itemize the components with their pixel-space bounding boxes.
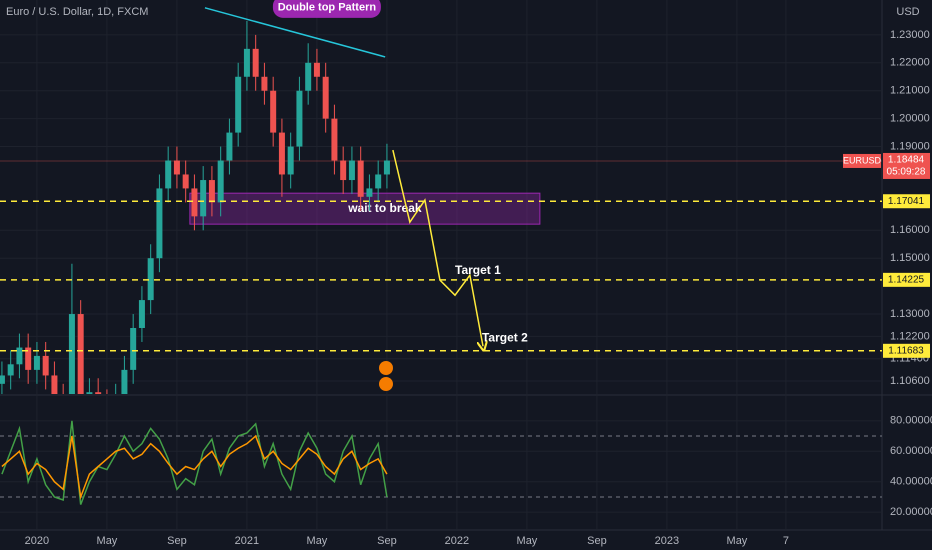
level-label-box xyxy=(883,272,930,287)
y-tick-label: 1.10600 xyxy=(890,375,930,387)
x-tick-label: May xyxy=(307,535,328,547)
x-tick-label: 7 xyxy=(783,535,789,547)
candle-body xyxy=(173,160,180,175)
trendline xyxy=(204,7,386,58)
x-tick-label: Sep xyxy=(167,535,187,547)
candle-body xyxy=(7,364,14,376)
event-icon xyxy=(379,361,393,375)
level-label: 1.17041 xyxy=(888,196,925,207)
annotation-bubble xyxy=(272,0,381,18)
candle-body xyxy=(313,62,320,77)
last-symbol-box xyxy=(843,153,881,168)
event-icon xyxy=(379,377,393,391)
oscillator-line xyxy=(1,434,388,500)
annotation: Double top Pattern xyxy=(278,2,377,14)
y-tick-label: 1.23000 xyxy=(890,29,930,41)
x-tick-label: Sep xyxy=(587,535,607,547)
candle-body xyxy=(95,392,102,394)
osc-tick-label: 60.00000 xyxy=(890,445,932,457)
x-tick-label: 2022 xyxy=(445,535,469,547)
x-tick-label: 2020 xyxy=(25,535,49,547)
candle-body xyxy=(278,132,285,175)
osc-tick-label: 80.00000 xyxy=(890,415,932,427)
candle-body xyxy=(348,160,355,181)
y-tick-label: 1.16000 xyxy=(890,224,930,236)
candle-body xyxy=(42,355,49,376)
y-tick-label: 1.20000 xyxy=(890,113,930,125)
last-countdown: 05:09:28 xyxy=(887,167,926,178)
level-label-box xyxy=(883,343,930,358)
candle-body xyxy=(51,375,58,394)
level-label-box xyxy=(883,194,930,209)
x-tick-label: 2023 xyxy=(655,535,679,547)
oscillator-pane xyxy=(0,420,882,505)
candle-body xyxy=(200,180,207,217)
y-tick-label: 1.12200 xyxy=(890,330,930,342)
last-price: 1.18484 xyxy=(888,155,925,166)
annotation: Target 2 xyxy=(482,331,528,345)
x-tick-label: 2021 xyxy=(235,535,259,547)
x-tick-label: Sep xyxy=(377,535,397,547)
candle-body xyxy=(235,76,242,133)
candle-body xyxy=(322,76,329,119)
candle-body xyxy=(296,90,303,147)
candle-body xyxy=(287,146,294,175)
currency-label: USD xyxy=(896,6,919,18)
candle-body xyxy=(16,347,23,365)
candle-body xyxy=(340,160,347,181)
x-tick-label: May xyxy=(97,535,118,547)
candle-body xyxy=(305,62,312,91)
candle-body xyxy=(147,258,154,301)
candle-body xyxy=(156,188,163,259)
x-tick-label: May xyxy=(517,535,538,547)
projection-path xyxy=(392,149,483,346)
axes: 2020 May Sep 2021 May Sep 2022 May Sep 2023 May 7 1.… xyxy=(25,29,932,547)
price-pane: wait to break xyxy=(0,7,882,394)
y-tick-label: 1.22000 xyxy=(890,57,930,69)
candle-body xyxy=(0,375,5,384)
y-tick-label: 1.13000 xyxy=(890,308,930,320)
candle-body xyxy=(165,160,172,189)
osc-tick-label: 40.00000 xyxy=(890,476,932,488)
candle-body xyxy=(121,369,128,394)
candle-body xyxy=(191,188,198,217)
candle-body xyxy=(77,314,84,394)
candle-body xyxy=(68,314,75,394)
candle-body xyxy=(130,328,137,370)
y-tick-label: 1.21000 xyxy=(890,85,930,97)
candle-body xyxy=(252,48,259,77)
level-label: 1.14225 xyxy=(888,274,925,285)
candle-body xyxy=(383,160,390,175)
candle-body xyxy=(217,160,224,203)
zone-label: wait to break xyxy=(347,201,422,215)
event-icons xyxy=(379,361,393,391)
osc-tick-label: 20.00000 xyxy=(890,506,932,518)
candle-body xyxy=(226,132,233,161)
candle-body xyxy=(261,76,268,91)
x-tick-label: May xyxy=(727,535,748,547)
candle-body xyxy=(357,160,364,197)
candle-body xyxy=(25,347,32,370)
y-tick-label: 1.19000 xyxy=(890,140,930,152)
grid xyxy=(0,0,882,530)
candle-body xyxy=(366,188,373,197)
zone xyxy=(189,192,541,225)
annotation: Target 1 xyxy=(455,263,501,277)
symbol-title: Euro / U.S. Dollar, 1D, FXCM xyxy=(6,6,148,18)
candle-body xyxy=(33,355,40,370)
candle-body xyxy=(331,118,338,161)
last-price-box xyxy=(883,152,930,179)
y-tick-label: 1.15000 xyxy=(890,252,930,264)
candle-body xyxy=(182,174,189,189)
candle-body xyxy=(243,48,250,77)
candle-body xyxy=(375,174,382,189)
candle-body xyxy=(270,90,277,133)
candle-body xyxy=(138,300,145,329)
candle-body xyxy=(86,392,93,394)
candle-body xyxy=(208,180,215,203)
level-label: 1.11683 xyxy=(888,345,924,356)
last-symbol: EURUSD xyxy=(843,155,882,165)
